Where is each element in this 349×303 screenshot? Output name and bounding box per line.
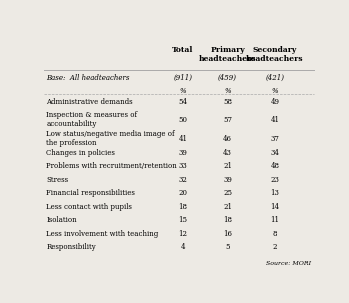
Text: 5: 5 bbox=[225, 243, 230, 251]
Text: 46: 46 bbox=[223, 135, 232, 143]
Text: 13: 13 bbox=[270, 189, 279, 197]
Text: 15: 15 bbox=[178, 216, 187, 224]
Text: 4: 4 bbox=[181, 243, 185, 251]
Text: 25: 25 bbox=[223, 189, 232, 197]
Text: Source: MORI: Source: MORI bbox=[266, 261, 311, 266]
Text: Base:  All headteachers: Base: All headteachers bbox=[46, 74, 130, 82]
Text: 39: 39 bbox=[223, 176, 232, 184]
Text: Primary
headteachers: Primary headteachers bbox=[199, 46, 257, 63]
Text: 32: 32 bbox=[178, 176, 187, 184]
Text: 49: 49 bbox=[270, 98, 280, 106]
Text: 2: 2 bbox=[273, 243, 277, 251]
Text: 33: 33 bbox=[179, 162, 187, 170]
Text: Inspection & measures of
accountability: Inspection & measures of accountability bbox=[46, 111, 138, 128]
Text: 12: 12 bbox=[178, 230, 187, 238]
Text: 20: 20 bbox=[178, 189, 187, 197]
Text: 39: 39 bbox=[178, 148, 187, 157]
Text: Changes in policies: Changes in policies bbox=[46, 148, 115, 157]
Text: Responsibility: Responsibility bbox=[46, 243, 96, 251]
Text: Low status/negative media image of
the profession: Low status/negative media image of the p… bbox=[46, 130, 175, 147]
Text: %: % bbox=[224, 87, 231, 95]
Text: Stress: Stress bbox=[46, 176, 68, 184]
Text: Isolation: Isolation bbox=[46, 216, 77, 224]
Text: 41: 41 bbox=[270, 116, 280, 125]
Text: 41: 41 bbox=[178, 135, 187, 143]
Text: 16: 16 bbox=[223, 230, 232, 238]
Text: Less involvement with teaching: Less involvement with teaching bbox=[46, 230, 158, 238]
Text: (911): (911) bbox=[173, 74, 192, 82]
Text: (459): (459) bbox=[218, 74, 237, 82]
Text: 21: 21 bbox=[223, 203, 232, 211]
Text: Total: Total bbox=[172, 46, 194, 54]
Text: 57: 57 bbox=[223, 116, 232, 125]
Text: Administrative demands: Administrative demands bbox=[46, 98, 133, 106]
Text: 18: 18 bbox=[178, 203, 187, 211]
Text: 37: 37 bbox=[270, 135, 279, 143]
Text: 8: 8 bbox=[273, 230, 277, 238]
Text: Problems with recruitment/retention: Problems with recruitment/retention bbox=[46, 162, 177, 170]
Text: Secondary
headteachers: Secondary headteachers bbox=[246, 46, 304, 63]
Text: 11: 11 bbox=[270, 216, 280, 224]
Text: 48: 48 bbox=[270, 162, 280, 170]
Text: 54: 54 bbox=[178, 98, 187, 106]
Text: (421): (421) bbox=[265, 74, 284, 82]
Text: 18: 18 bbox=[223, 216, 232, 224]
Text: 58: 58 bbox=[223, 98, 232, 106]
Text: %: % bbox=[180, 87, 186, 95]
Text: %: % bbox=[272, 87, 278, 95]
Text: Financial responsibilities: Financial responsibilities bbox=[46, 189, 135, 197]
Text: 14: 14 bbox=[270, 203, 280, 211]
Text: 43: 43 bbox=[223, 148, 232, 157]
Text: 23: 23 bbox=[270, 176, 279, 184]
Text: 50: 50 bbox=[178, 116, 187, 125]
Text: 34: 34 bbox=[270, 148, 279, 157]
Text: 21: 21 bbox=[223, 162, 232, 170]
Text: Less contact with pupils: Less contact with pupils bbox=[46, 203, 132, 211]
